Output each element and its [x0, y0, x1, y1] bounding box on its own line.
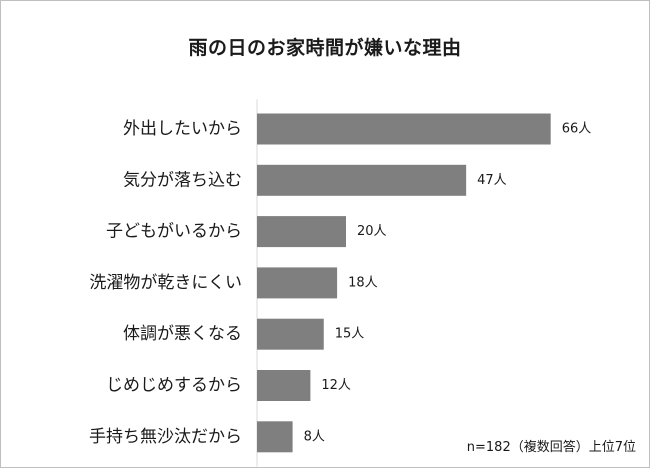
data-label: 12人 [321, 378, 351, 393]
bar [257, 370, 311, 401]
category-label: 子どもがいるから [106, 222, 242, 242]
data-label: 20人 [357, 224, 387, 239]
data-label: 47人 [477, 173, 507, 188]
category-label: 洗濯物が乾きにくい [89, 273, 242, 293]
bar [257, 267, 338, 299]
bar [257, 164, 467, 196]
bar [257, 421, 293, 453]
category-label: 外出したいから [123, 119, 242, 139]
data-label: 15人 [335, 327, 365, 342]
bar [257, 113, 551, 145]
data-label: 18人 [348, 275, 378, 290]
chart-title: 雨の日のお家時間が嫌いな理由 [188, 37, 462, 59]
category-label: 手持ち無沙汰だから [89, 427, 242, 447]
category-label: じめじめするから [106, 376, 242, 396]
data-label: 8人 [304, 429, 325, 444]
category-label: 体調が悪くなる [123, 324, 242, 344]
bar [257, 216, 346, 248]
data-label: 66人 [562, 122, 592, 137]
category-label: 気分が落ち込む [123, 170, 242, 190]
sample-size-note: n=182（複数回答）上位7位 [466, 440, 636, 455]
bar [257, 318, 324, 350]
